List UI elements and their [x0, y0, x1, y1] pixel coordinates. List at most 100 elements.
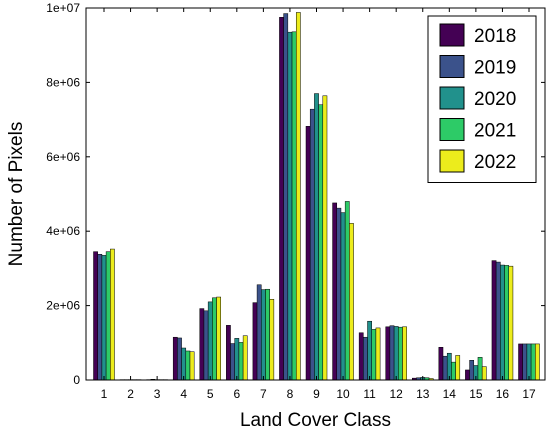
- bar-class-5-2022: [216, 296, 222, 381]
- bar-class-6-2019: [230, 343, 235, 381]
- x-tick-label: 11: [363, 387, 376, 401]
- bar-class-1-2020: [101, 255, 107, 381]
- x-tick-label: 5: [207, 387, 214, 401]
- bar-class-11-2018: [358, 332, 364, 381]
- x-tick-label: 15: [469, 387, 483, 401]
- bar-class-14-2021: [451, 361, 456, 381]
- bar-class-9-2018: [305, 126, 311, 381]
- bar-class-5-2019: [203, 310, 209, 381]
- legend-swatch-2018: [439, 23, 465, 47]
- bar-class-15-2018: [465, 369, 470, 381]
- bar-class-9-2020: [314, 93, 319, 381]
- bar-class-7-2022: [269, 299, 275, 381]
- bar-class-15-2019: [469, 360, 475, 381]
- legend-swatch-2022: [439, 149, 465, 173]
- bar-class-8-2022: [295, 12, 301, 381]
- x-tick-label: 9: [313, 387, 320, 401]
- x-tick-label: 4: [180, 387, 187, 401]
- x-tick-label: 17: [522, 387, 536, 401]
- y-axis-ticks: 0 2e+06 4e+06 6e+06 8e+06 1e+07: [46, 1, 545, 387]
- x-tick-label: 8: [287, 387, 294, 401]
- bar-class-8-2020: [287, 31, 293, 381]
- bar-class-6-2018: [226, 325, 231, 381]
- legend-swatch-2019: [439, 55, 465, 78]
- bar-class-8-2018: [279, 17, 284, 381]
- y-tick-label: 1e+07: [46, 1, 80, 15]
- x-tick-label: 7: [260, 387, 267, 401]
- bar-class-4-2022: [189, 351, 195, 381]
- bar-class-11-2020: [367, 320, 372, 381]
- bar-class-8-2019: [283, 13, 289, 381]
- bar-class-1-2018: [93, 251, 98, 381]
- x-tick-label: 13: [416, 387, 430, 401]
- bar-class-10-2020: [340, 212, 346, 381]
- bar-class-15-2021: [477, 357, 483, 381]
- bar-class-16-2019: [495, 261, 501, 381]
- bar-class-16-2022: [508, 265, 514, 381]
- legend-label: 2020: [474, 89, 516, 110]
- bar-class-9-2022: [322, 95, 328, 381]
- bar-class-12-2020: [393, 326, 399, 381]
- bar-class-17-2019: [522, 343, 528, 381]
- bar-class-6-2020: [234, 338, 240, 381]
- x-tick-label: 14: [443, 387, 457, 401]
- bar-class-15-2022: [481, 366, 487, 381]
- x-tick-label: 12: [390, 387, 404, 401]
- bar-class-6-2021: [238, 342, 244, 381]
- y-tick-label: 4e+06: [46, 224, 80, 238]
- x-tick-label: 3: [154, 387, 161, 401]
- bar-class-5-2018: [199, 308, 205, 381]
- legend-label: 2018: [474, 26, 516, 47]
- bar-class-4-2019: [177, 337, 182, 381]
- legend-label: 2021: [474, 121, 516, 142]
- bar-class-16-2018: [491, 260, 497, 381]
- legend: 2018 2019 2020 2021 2022: [427, 15, 537, 183]
- bar-class-7-2019: [256, 284, 262, 381]
- y-axis-title: Number of Pixels: [6, 122, 27, 267]
- bar-class-14-2018: [438, 347, 444, 381]
- x-tick-label: 10: [336, 387, 350, 401]
- bar-class-11-2021: [371, 329, 377, 381]
- bar-class-14-2022: [455, 355, 461, 381]
- bar-class-6-2022: [242, 335, 248, 381]
- bar-class-1-2021: [105, 251, 111, 381]
- x-tick-label: 2: [127, 387, 134, 401]
- legend-swatch-2021: [439, 118, 465, 141]
- bar-class-11-2022: [375, 327, 381, 381]
- bars-layer: [93, 12, 540, 381]
- bar-class-12-2022: [402, 326, 407, 381]
- bar-class-9-2019: [309, 108, 315, 381]
- legend-label: 2019: [474, 58, 516, 79]
- y-tick-label: 8e+06: [46, 75, 80, 89]
- y-tick-label: 2e+06: [46, 299, 80, 313]
- y-tick-label: 0: [73, 373, 80, 387]
- bar-class-12-2019: [389, 325, 395, 381]
- bar-class-14-2019: [442, 355, 448, 381]
- bar-class-5-2020: [207, 301, 213, 381]
- bar-class-1-2019: [97, 254, 103, 381]
- bar-class-8-2021: [291, 31, 297, 381]
- bar-class-12-2018: [385, 326, 391, 381]
- bar-class-1-2022: [110, 248, 115, 381]
- bar-class-14-2020: [446, 352, 452, 381]
- y-tick-label: 6e+06: [46, 150, 80, 164]
- bar-class-4-2021: [185, 350, 191, 381]
- legend-label: 2022: [474, 152, 516, 173]
- bar-class-10-2018: [332, 202, 338, 381]
- bar-class-4-2020: [181, 347, 187, 381]
- plot-frame: [85, 7, 546, 381]
- legend-swatch-2020: [439, 86, 465, 110]
- x-tick-label: 16: [496, 387, 510, 401]
- bar-class-10-2019: [336, 207, 342, 381]
- bar-class-5-2021: [212, 297, 217, 381]
- bar-class-7-2018: [252, 302, 258, 381]
- bar-class-17-2018: [518, 343, 523, 381]
- bar-class-4-2018: [172, 336, 178, 381]
- bar-class-17-2022: [535, 343, 540, 381]
- x-axis-ticks: 1 2 3 4 5 6 7 8 9 10 11 12 13 14 15 16 17: [101, 8, 536, 401]
- bar-class-11-2019: [363, 336, 368, 381]
- x-tick-label: 1: [101, 387, 108, 401]
- bar-class-9-2021: [318, 104, 324, 381]
